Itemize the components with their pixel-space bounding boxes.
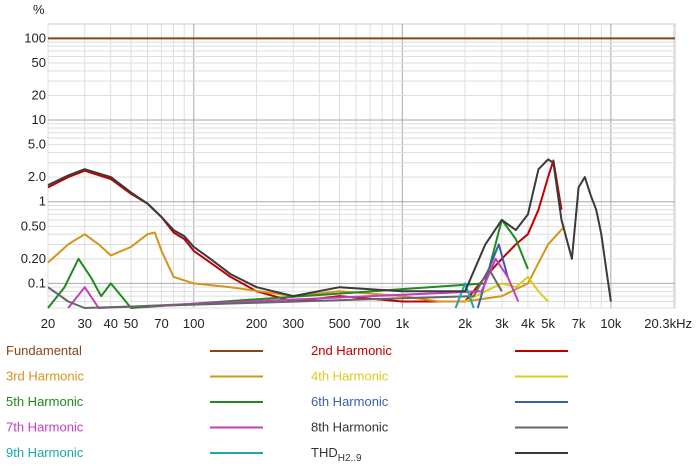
x-tick-label: 500	[329, 316, 351, 331]
legend-label: 2nd Harmonic	[311, 343, 392, 358]
y-tick-label: 50	[32, 55, 46, 70]
y-tick-label: 1	[39, 194, 46, 209]
y-tick-label: 0.1	[28, 275, 46, 290]
y-axis-label: %	[33, 2, 45, 17]
series-line	[47, 158, 612, 302]
x-tick-label: 4k	[521, 316, 535, 331]
legend-label: 7th Harmonic	[6, 420, 84, 435]
x-tick-label: 2k	[458, 316, 472, 331]
y-tick-label: 10	[32, 112, 46, 127]
x-tick-label: 200	[246, 316, 268, 331]
y-tick-label: 0.50	[21, 218, 46, 233]
x-tick-label: 20	[41, 316, 55, 331]
x-axis: 20 30 40 50 70 100 200 300 500 700 1k 2k 3k 4k 5k 7k 10k…	[41, 316, 692, 331]
series-line	[464, 275, 549, 303]
x-tick-label: 30	[77, 316, 91, 331]
legend: Fundamental 2nd Harmonic 3rd Harmonic 4th H…	[6, 343, 568, 464]
series-line	[67, 257, 520, 309]
x-tick-label: 20.3kHz	[644, 316, 692, 331]
series-line	[47, 225, 566, 303]
x-tick-label: 3k	[495, 316, 509, 331]
legend-label: 6th Harmonic	[311, 394, 389, 409]
plot-area	[47, 37, 675, 309]
y-tick-label: 20	[32, 87, 46, 102]
x-tick-label: 1k	[395, 316, 409, 331]
y-axis: 100 50 20 10 5.0 2.0 1 0.50 0.20 0.1	[21, 30, 46, 290]
x-tick-label: 700	[359, 316, 381, 331]
x-tick-label: 5k	[541, 316, 555, 331]
x-tick-label: 40	[104, 316, 118, 331]
series-line	[454, 282, 475, 309]
x-tick-label: 70	[154, 316, 168, 331]
series-line	[47, 268, 503, 309]
x-tick-label: 10k	[600, 316, 621, 331]
y-tick-label: 2.0	[28, 169, 46, 184]
legend-label: 8th Harmonic	[311, 420, 389, 435]
plot-frame	[47, 23, 676, 309]
y-tick-label: 5.0	[28, 137, 46, 152]
series-line	[47, 218, 529, 309]
y-tick-label: 100	[24, 30, 46, 45]
legend-label: THDH2..9	[311, 445, 362, 464]
x-tick-label: 7k	[572, 316, 586, 331]
x-tick-label: 100	[183, 316, 205, 331]
legend-label: 9th Harmonic	[6, 445, 84, 460]
legend-subscript: H2..9	[338, 453, 362, 464]
legend-label: Fundamental	[6, 343, 82, 358]
legend-label: 4th Harmonic	[311, 369, 389, 384]
x-tick-label: 300	[282, 316, 304, 331]
x-tick-label: 50	[124, 316, 138, 331]
legend-label: 5th Harmonic	[6, 394, 84, 409]
grid	[47, 23, 676, 309]
legend-label: 3rd Harmonic	[6, 369, 85, 384]
y-tick-label: 0.20	[21, 251, 46, 266]
